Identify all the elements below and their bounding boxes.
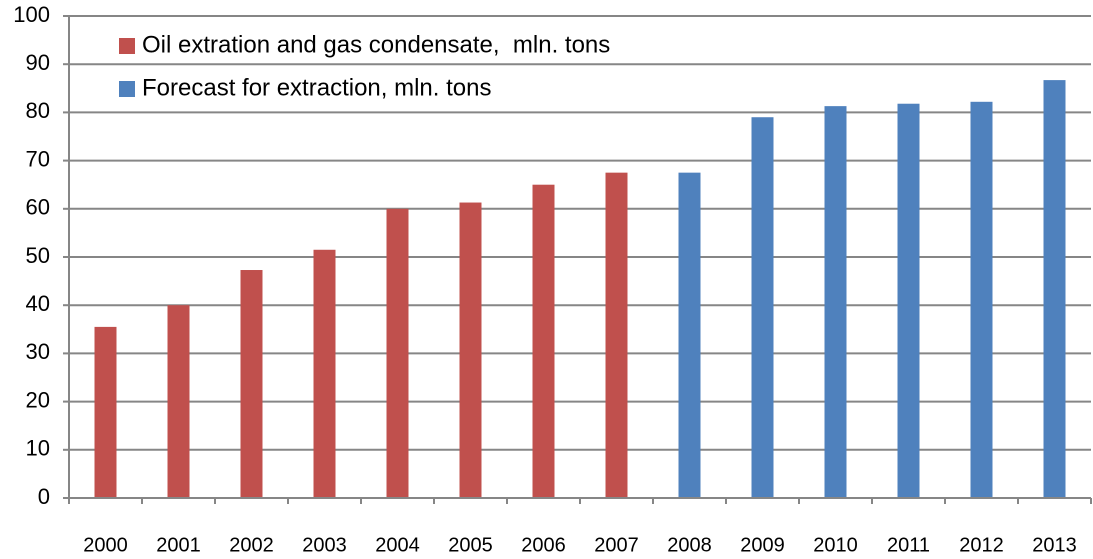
y-tick-label: 60 bbox=[26, 195, 50, 220]
x-tick-label: 2012 bbox=[959, 534, 1004, 556]
bar bbox=[386, 208, 409, 499]
x-tick-label: 2007 bbox=[594, 534, 639, 556]
x-tick-label: 2010 bbox=[813, 534, 858, 556]
y-tick-label: 80 bbox=[26, 98, 50, 123]
y-tick-label: 40 bbox=[26, 291, 50, 316]
bar bbox=[94, 326, 117, 498]
bar bbox=[532, 184, 555, 498]
x-tick-label: 2003 bbox=[302, 534, 347, 556]
bar bbox=[897, 103, 920, 498]
bar bbox=[167, 305, 190, 498]
x-tick-label: 2011 bbox=[887, 534, 930, 556]
y-tick-label: 70 bbox=[26, 146, 50, 171]
bar bbox=[751, 117, 774, 498]
y-tick-label: 20 bbox=[26, 387, 50, 412]
y-tick-label: 100 bbox=[13, 2, 50, 27]
x-tick-label: 2001 bbox=[156, 534, 201, 556]
x-tick-label: 2005 bbox=[448, 534, 493, 556]
x-tick-label: 2000 bbox=[83, 534, 128, 556]
y-tick-label: 50 bbox=[26, 243, 50, 268]
x-tick-label: 2006 bbox=[521, 534, 566, 556]
bar bbox=[1043, 80, 1066, 498]
x-tick-label: 2013 bbox=[1032, 534, 1077, 556]
legend-label: Forecast for extraction, mln. tons bbox=[142, 74, 491, 101]
y-tick-label: 10 bbox=[26, 436, 50, 461]
y-tick-label: 30 bbox=[26, 339, 50, 364]
bar bbox=[240, 270, 263, 498]
bar bbox=[970, 101, 993, 499]
bar bbox=[459, 202, 482, 498]
legend-swatch bbox=[119, 38, 135, 54]
bar bbox=[824, 106, 847, 498]
x-tick-label: 2004 bbox=[375, 534, 420, 556]
bar bbox=[678, 172, 701, 498]
x-tick-label: 2009 bbox=[740, 534, 785, 556]
x-tick-label: 2002 bbox=[229, 534, 274, 556]
y-tick-label: 0 bbox=[38, 484, 50, 509]
x-tick-label: 2008 bbox=[667, 534, 712, 556]
legend-swatch bbox=[119, 81, 135, 97]
bar bbox=[313, 249, 336, 498]
bar bbox=[605, 172, 628, 498]
y-tick-label: 90 bbox=[26, 50, 50, 75]
legend-label: Oil extration and gas condensate, mln. t… bbox=[142, 31, 610, 58]
